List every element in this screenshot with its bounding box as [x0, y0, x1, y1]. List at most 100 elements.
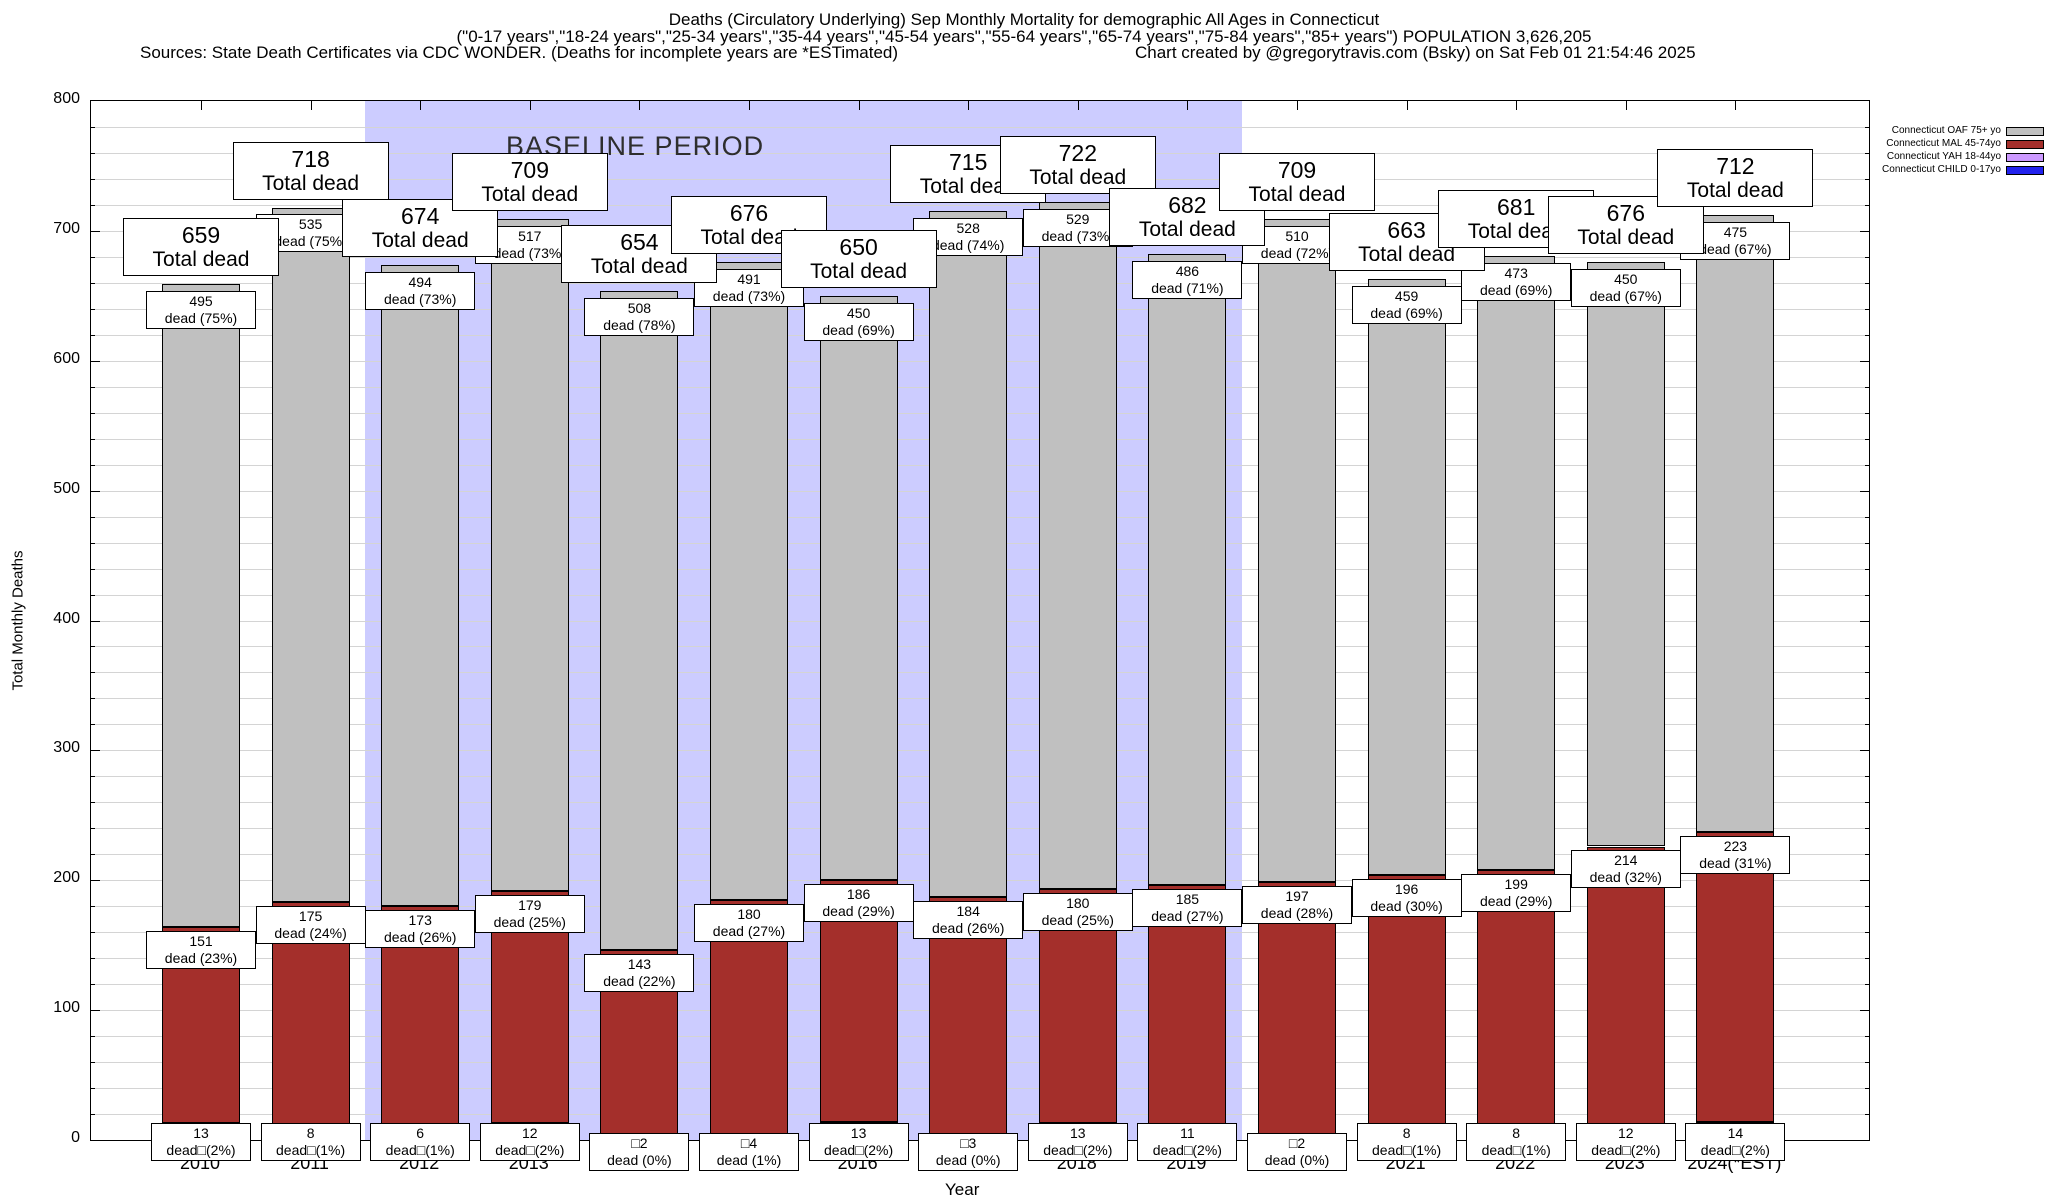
y-tick [91, 724, 95, 726]
bar-segment-connecticut-oaf-75+-yo [1477, 255, 1556, 870]
mal-number: 173 [408, 912, 432, 929]
y-tick-right [1865, 1062, 1869, 1064]
y-tick [91, 1010, 100, 1012]
mal-label: 151 dead (23%) [146, 931, 256, 969]
total-number: 663 [1387, 216, 1426, 243]
yah-percent: dead□(2%) [824, 1142, 894, 1158]
bar-segment-connecticut-oaf-75+-yo [271, 207, 350, 903]
chart-title: Deaths (Circulatory Underlying) Sep Mont… [668, 10, 1380, 29]
y-tick [91, 594, 95, 596]
legend-swatch [2006, 152, 2044, 162]
yah-label: 13 dead□(2%) [151, 1123, 251, 1161]
y-tick-right [1865, 906, 1869, 908]
mal-label: 180 dead (27%) [694, 903, 804, 942]
legend-label: Connecticut OAF 75+ yo [1891, 125, 2001, 136]
oaf-label: 495 dead (75%) [146, 291, 256, 330]
mal-number: 151 [189, 933, 213, 949]
y-tick-right [1865, 776, 1869, 778]
y-tick [91, 1036, 95, 1038]
oaf-percent: dead (71%) [1151, 280, 1224, 297]
y-tick [91, 412, 95, 414]
yah-percent: dead (0%) [935, 1152, 1001, 1168]
yah-number: 13 [850, 1125, 867, 1141]
x-top-tick [1187, 101, 1189, 110]
yah-number: 8 [306, 1125, 315, 1141]
y-tick [91, 464, 95, 466]
yah-number: 13 [193, 1125, 209, 1141]
y-tick [91, 828, 95, 830]
yah-label: □2 dead (0%) [589, 1133, 690, 1171]
y-tick-right [1865, 1088, 1869, 1090]
mal-label: 185 dead (27%) [1132, 889, 1243, 928]
total-caption: Total dead [371, 228, 469, 252]
yah-number: 8 [1512, 1125, 1521, 1141]
x-top-tick [858, 101, 860, 110]
y-tick-right [1865, 126, 1869, 128]
yah-percent: dead (0%) [607, 1152, 672, 1168]
y-tick-right [1865, 412, 1869, 414]
yah-percent: dead (0%) [1264, 1152, 1330, 1168]
x-top-tick [1735, 101, 1737, 110]
x-top-tick [310, 101, 312, 110]
legend-swatch [2006, 165, 2044, 175]
total-number: 709 [510, 157, 549, 184]
total-number: 674 [401, 202, 440, 229]
y-tick-right [1865, 178, 1869, 180]
oaf-percent: dead (75%) [164, 310, 238, 327]
y-tick-right [1865, 984, 1869, 986]
total-number: 718 [291, 145, 330, 172]
total-number: 715 [949, 149, 988, 176]
oaf-percent: dead (67%) [1699, 241, 1772, 258]
y-tick [91, 698, 95, 700]
bar-segment-connecticut-oaf-75+-yo [1586, 262, 1665, 847]
oaf-percent: dead (69%) [1479, 281, 1553, 298]
oaf-percent: dead (74%) [931, 237, 1005, 254]
yah-percent: dead□(1%) [385, 1142, 455, 1158]
oaf-number: 486 [1175, 263, 1200, 280]
yah-percent: dead□(1%) [1481, 1142, 1551, 1158]
mal-label: 184 dead (26%) [913, 901, 1024, 940]
oaf-percent: dead (78%) [603, 316, 676, 333]
y-tick-label: 500 [53, 479, 80, 497]
total-caption: Total dead [481, 183, 579, 207]
oaf-label: 450 dead (67%) [1570, 269, 1681, 308]
yah-label: □3 dead (0%) [918, 1133, 1019, 1171]
yah-number: 14 [1727, 1125, 1744, 1141]
y-tick-right [1865, 282, 1869, 284]
total-number: 676 [729, 200, 769, 227]
total-number: 654 [620, 228, 659, 255]
legend-label: Connecticut CHILD 0-17yo [1882, 164, 2001, 175]
y-tick [91, 334, 95, 336]
y-tick [91, 282, 95, 284]
yah-label: 11 dead□(2%) [1137, 1123, 1238, 1161]
oaf-number: 491 [737, 271, 761, 288]
yah-percent: dead□(1%) [276, 1142, 346, 1158]
mal-label: 175 dead (24%) [255, 906, 366, 945]
mal-percent: dead (26%) [931, 920, 1005, 937]
x-top-tick [749, 101, 750, 110]
oaf-percent: dead (72%) [1260, 245, 1334, 262]
y-tick [91, 750, 100, 752]
y-tick-right [1865, 854, 1869, 856]
y-tick-right [1865, 594, 1869, 596]
bar-segment-connecticut-oaf-75+-yo [1696, 215, 1775, 833]
x-top-tick [968, 101, 970, 110]
x-top-tick [1625, 101, 1627, 110]
y-tick-right [1860, 880, 1869, 882]
y-tick [91, 1062, 95, 1064]
total-label: 674 Total dead [342, 198, 499, 257]
x-top-tick [639, 101, 641, 110]
bar-segment-connecticut-oaf-75+-yo [600, 290, 679, 951]
oaf-percent: dead (69%) [822, 321, 895, 338]
yah-number: □2 [631, 1135, 648, 1151]
y-tick [91, 308, 95, 310]
oaf-number: 510 [1285, 228, 1309, 245]
mal-percent: dead (25%) [493, 913, 566, 930]
y-tick [91, 204, 95, 206]
y-tick-right [1865, 204, 1869, 206]
total-caption: Total dead [919, 175, 1017, 199]
total-label: 718 Total dead [232, 141, 389, 200]
bar-segment-connecticut-mal-45-74yo [1367, 875, 1446, 1130]
total-caption: Total dead [1467, 219, 1565, 243]
